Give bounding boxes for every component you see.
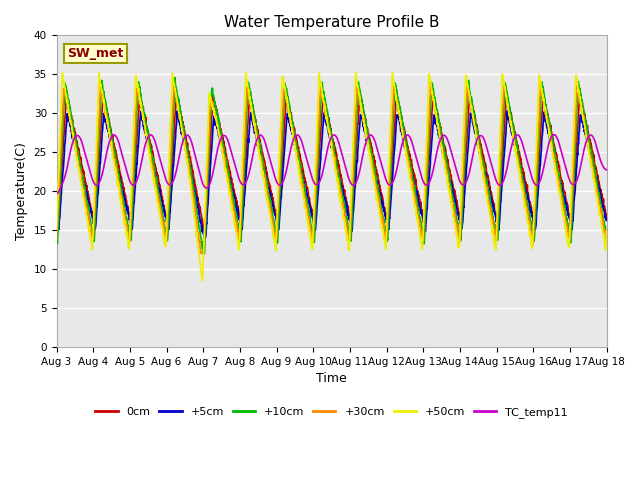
- Y-axis label: Temperature(C): Temperature(C): [15, 142, 28, 240]
- X-axis label: Time: Time: [316, 372, 347, 385]
- Text: SW_met: SW_met: [68, 47, 124, 60]
- Legend: 0cm, +5cm, +10cm, +30cm, +50cm, TC_temp11: 0cm, +5cm, +10cm, +30cm, +50cm, TC_temp1…: [91, 402, 572, 422]
- Title: Water Temperature Profile B: Water Temperature Profile B: [224, 15, 439, 30]
